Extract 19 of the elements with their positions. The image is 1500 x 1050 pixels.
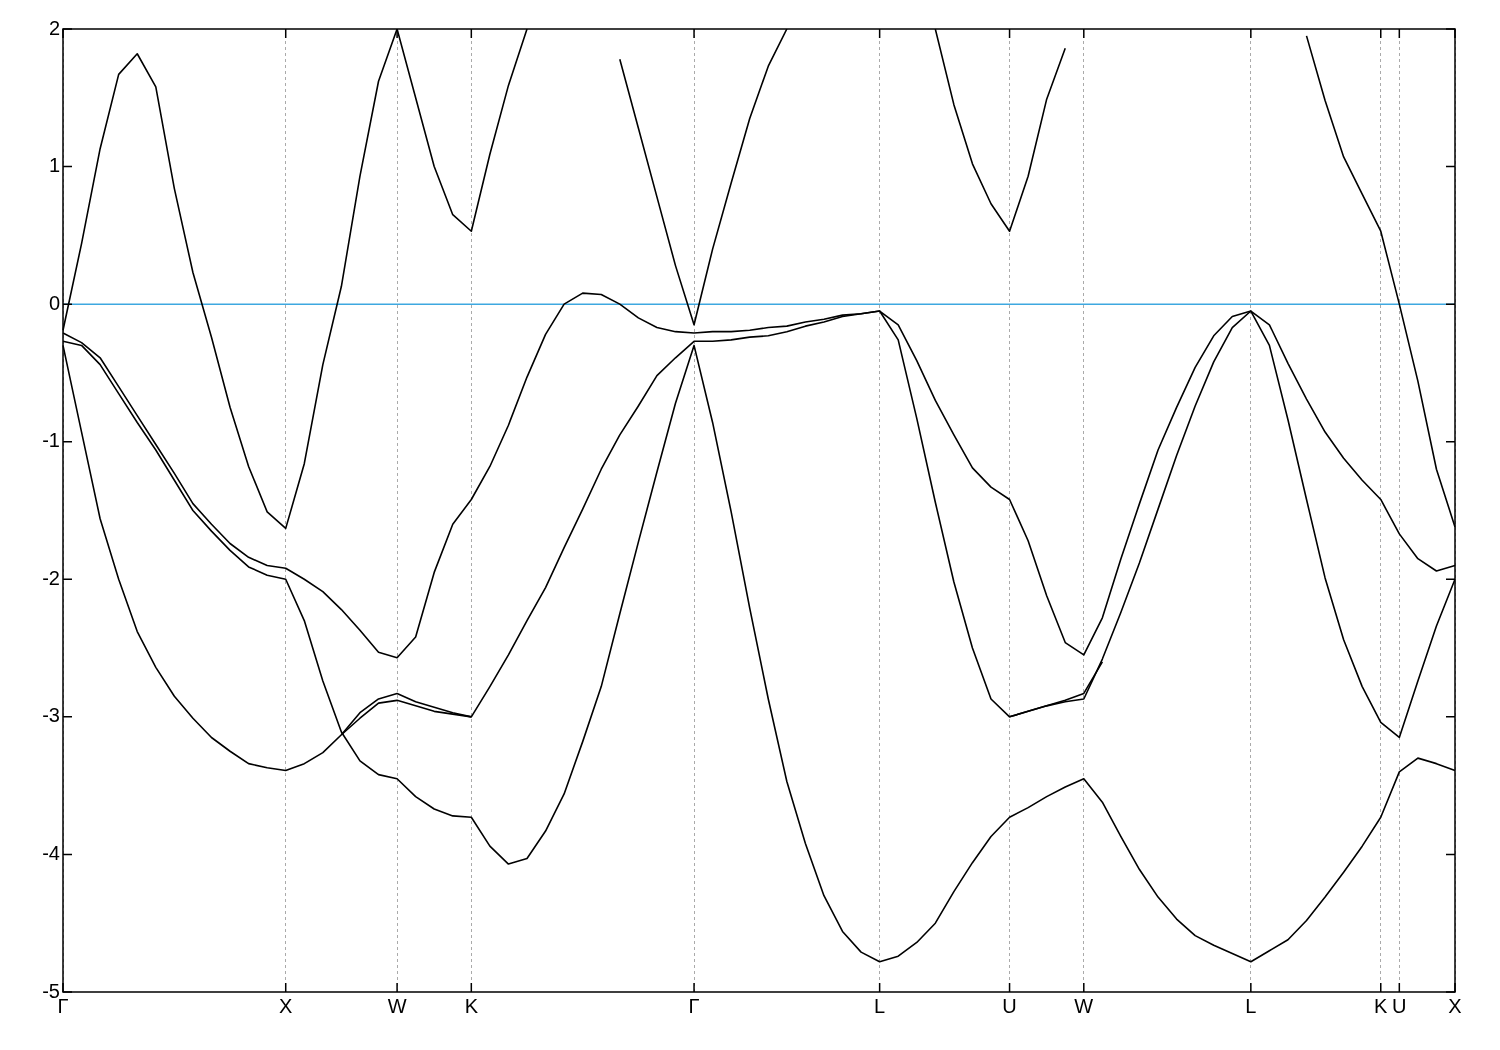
x-tick-label: X (279, 994, 293, 1017)
y-tick-label: 1 (48, 154, 60, 177)
x-tick-label: U (1392, 994, 1407, 1017)
y-tick-label: -1 (42, 429, 60, 452)
x-tick-label: L (874, 994, 886, 1017)
y-tick-label: -2 (42, 566, 60, 589)
y-tick-label: 2 (48, 16, 60, 39)
x-tick-label: U (1002, 994, 1017, 1017)
y-tick-label: 0 (48, 291, 60, 314)
y-tick-label: -3 (42, 704, 60, 727)
x-tick-label: W (1074, 994, 1094, 1017)
y-tick-label: -5 (42, 979, 60, 1002)
x-tick-label: L (1245, 994, 1257, 1017)
x-tick-label: X (1448, 994, 1462, 1017)
x-tick-label: Γ (688, 994, 700, 1017)
y-tick-label: -4 (42, 841, 60, 864)
x-tick-label: K (464, 994, 479, 1017)
x-tick-label: W (387, 994, 407, 1017)
x-tick-label: K (1374, 994, 1389, 1017)
